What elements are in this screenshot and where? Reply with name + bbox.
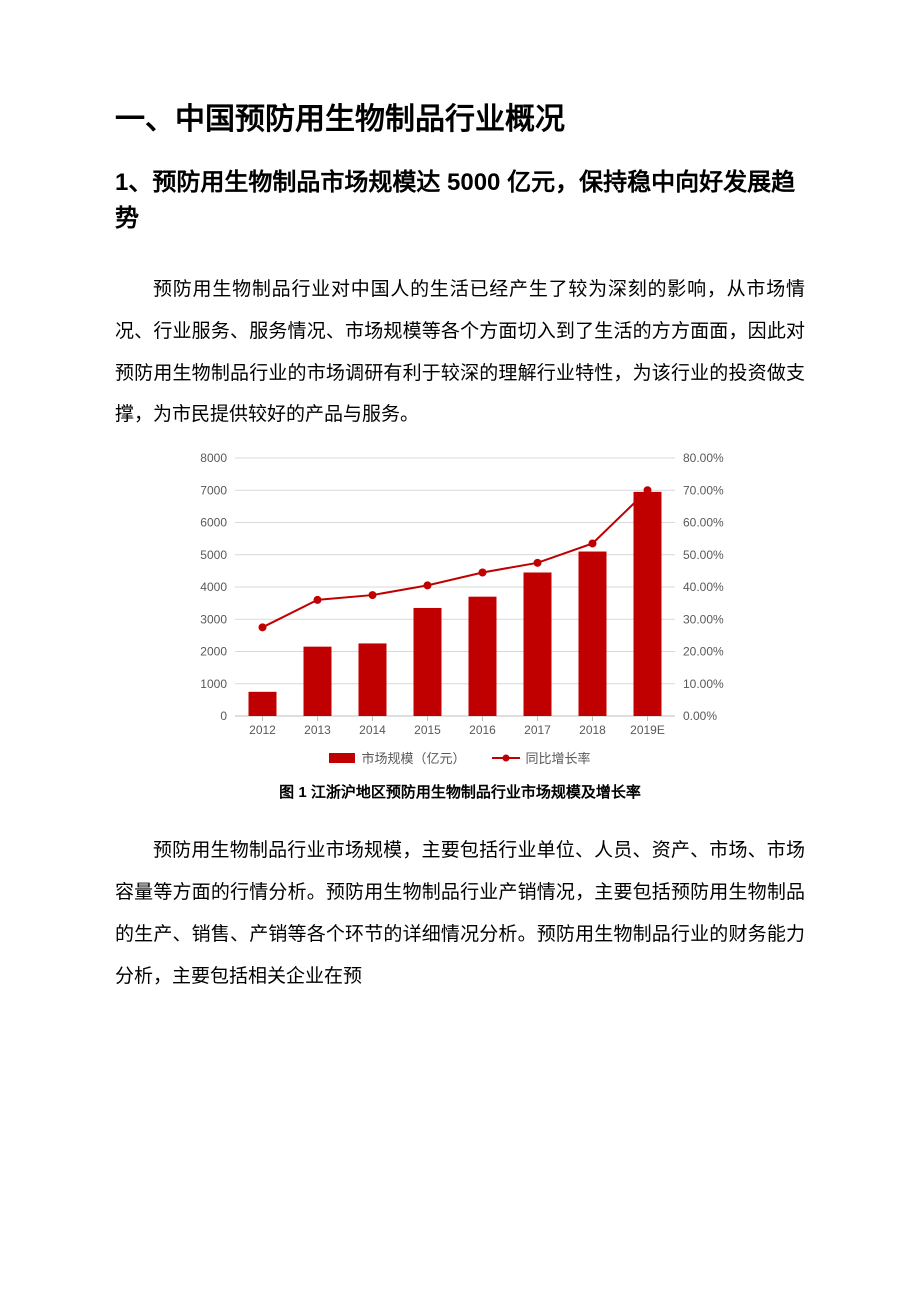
svg-text:5000: 5000 [200,548,227,562]
subsection-heading: 1、预防用生物制品市场规模达 5000 亿元，保持稳中向好发展趋势 [115,165,805,237]
svg-text:2015: 2015 [414,723,441,737]
paragraph-1: 预防用生物制品行业对中国人的生活已经产生了较为深刻的影响，从市场情况、行业服务、… [115,269,805,436]
chart-caption: 图 1 江浙沪地区预防用生物制品行业市场规模及增长率 [115,781,805,802]
legend-line-label: 同比增长率 [526,748,591,767]
svg-text:30.00%: 30.00% [683,612,724,626]
legend-line: 同比增长率 [492,748,591,767]
chart-legend: 市场规模（亿元） 同比增长率 [180,748,740,767]
svg-text:2014: 2014 [359,723,386,737]
section-heading: 一、中国预防用生物制品行业概况 [115,100,805,139]
svg-text:7000: 7000 [200,483,227,497]
svg-text:8000: 8000 [200,451,227,465]
legend-bar-swatch [329,753,355,763]
svg-text:2017: 2017 [524,723,551,737]
legend-line-swatch [492,757,520,759]
svg-text:70.00%: 70.00% [683,483,724,497]
legend-bar-label: 市场规模（亿元） [361,748,465,767]
svg-text:20.00%: 20.00% [683,645,724,659]
svg-text:2013: 2013 [304,723,331,737]
svg-text:80.00%: 80.00% [683,451,724,465]
legend-bar: 市场规模（亿元） [329,748,465,767]
svg-text:60.00%: 60.00% [683,516,724,530]
svg-text:6000: 6000 [200,516,227,530]
svg-text:0.00%: 0.00% [683,709,717,723]
svg-text:4000: 4000 [200,580,227,594]
svg-text:0: 0 [220,709,227,723]
svg-text:2012: 2012 [249,723,276,737]
svg-text:40.00%: 40.00% [683,580,724,594]
svg-text:2019E: 2019E [630,723,665,737]
svg-text:3000: 3000 [200,612,227,626]
chart-container: 0 1000 2000 3000 4000 5000 6000 7000 8000 0.00% 10… [180,446,740,767]
market-scale-chart: 0 1000 2000 3000 4000 5000 6000 7000 8000 0.00% 10… [180,446,740,746]
svg-text:10.00%: 10.00% [683,677,724,691]
svg-text:2018: 2018 [579,723,606,737]
svg-text:2000: 2000 [200,645,227,659]
paragraph-2: 预防用生物制品行业市场规模，主要包括行业单位、人员、资产、市场、市场容量等方面的… [115,830,805,997]
svg-text:2016: 2016 [469,723,496,737]
svg-text:50.00%: 50.00% [683,548,724,562]
svg-text:1000: 1000 [200,677,227,691]
